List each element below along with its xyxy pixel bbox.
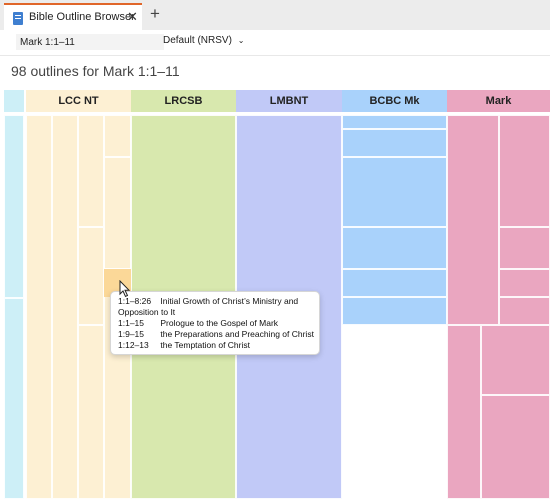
outline-columns: LCC NT LRCSB LMBNT BCBC Mk	[4, 90, 550, 499]
outline-cell[interactable]	[499, 227, 550, 269]
outline-cell[interactable]	[342, 115, 447, 129]
tooltip-text: the Temptation of Christ	[160, 340, 250, 350]
outline-cell[interactable]	[104, 157, 131, 269]
outline-cell[interactable]	[4, 298, 24, 499]
toolbar: Default (NRSV) ⌄	[0, 30, 550, 56]
tab-bible-outline-browser[interactable]: Bible Outline Browser ✕	[4, 3, 142, 30]
outline-cell[interactable]	[26, 115, 52, 499]
reference-input[interactable]	[16, 34, 164, 50]
book-icon	[13, 12, 23, 25]
tooltip-row: 1:1–8:26 Initial Growth of Christ’s Mini…	[118, 296, 319, 318]
plus-icon[interactable]: +	[150, 4, 160, 23]
outline-tooltip: 1:1–8:26 Initial Growth of Christ’s Mini…	[110, 291, 320, 355]
outline-cell[interactable]	[52, 115, 78, 499]
column-header-bcbc-mk[interactable]: BCBC Mk	[342, 90, 447, 115]
tooltip-text: Prologue to the Gospel of Mark	[160, 318, 279, 328]
outline-cell[interactable]	[4, 115, 24, 298]
tooltip-reference: 1:12–13	[118, 340, 149, 350]
outline-cell[interactable]	[104, 115, 131, 157]
outline-cell[interactable]	[342, 157, 447, 227]
outline-cell[interactable]	[447, 115, 499, 325]
tooltip-reference: 1:9–15	[118, 329, 144, 339]
outline-cell[interactable]	[481, 325, 550, 395]
outline-cell[interactable]	[342, 297, 447, 325]
outline-cell[interactable]	[447, 325, 481, 499]
tab-title: Bible Outline Browser	[29, 11, 135, 23]
tooltip-row: 1:1–15 Prologue to the Gospel of Mark	[118, 318, 319, 329]
left-margin	[0, 90, 4, 499]
outline-cell[interactable]	[499, 297, 550, 325]
outline-cell[interactable]	[481, 395, 550, 499]
outline-cell[interactable]	[342, 269, 447, 297]
outline-cell[interactable]	[342, 227, 447, 269]
outline-column-bcbc-mk: BCBC Mk	[342, 90, 447, 499]
column-header[interactable]	[4, 90, 24, 115]
outline-column-mark: Mark	[447, 90, 550, 499]
tooltip-reference: 1:1–15	[118, 318, 144, 328]
tooltip-row: 1:12–13 the Temptation of Christ	[118, 340, 319, 351]
column-header-lcc-nt[interactable]: LCC NT	[26, 90, 131, 115]
close-icon[interactable]: ✕	[127, 9, 138, 24]
chevron-down-icon: ⌄	[237, 36, 245, 45]
tooltip-text: the Preparations and Preaching of Christ	[160, 329, 314, 339]
version-label: Default (NRSV)	[163, 35, 232, 46]
column-header-lmbnt[interactable]: LMBNT	[236, 90, 342, 115]
outline-cell[interactable]	[78, 115, 104, 227]
column-header-mark[interactable]: Mark	[447, 90, 550, 115]
outline-cell[interactable]	[78, 227, 104, 325]
outline-column-lcc-nt: LCC NT	[26, 90, 131, 499]
outline-cell[interactable]	[499, 269, 550, 297]
tooltip-row: 1:9–15 the Preparations and Preaching of…	[118, 329, 319, 340]
page-title: 98 outlines for Mark 1:1–11	[11, 63, 180, 79]
outline-cell[interactable]	[342, 129, 447, 157]
outline-cell[interactable]	[78, 325, 104, 499]
tooltip-text: Initial Growth of Christ’s Ministry and …	[118, 296, 299, 317]
column-header-lrcsb[interactable]: LRCSB	[131, 90, 236, 115]
outline-cell[interactable]	[499, 115, 550, 227]
tab-bar: Bible Outline Browser ✕ +	[0, 0, 550, 30]
mouse-pointer-icon	[119, 280, 131, 298]
tooltip-reference: 1:1–8:26	[118, 296, 152, 306]
version-dropdown[interactable]: Default (NRSV) ⌄	[163, 35, 244, 46]
outline-column	[4, 90, 24, 499]
